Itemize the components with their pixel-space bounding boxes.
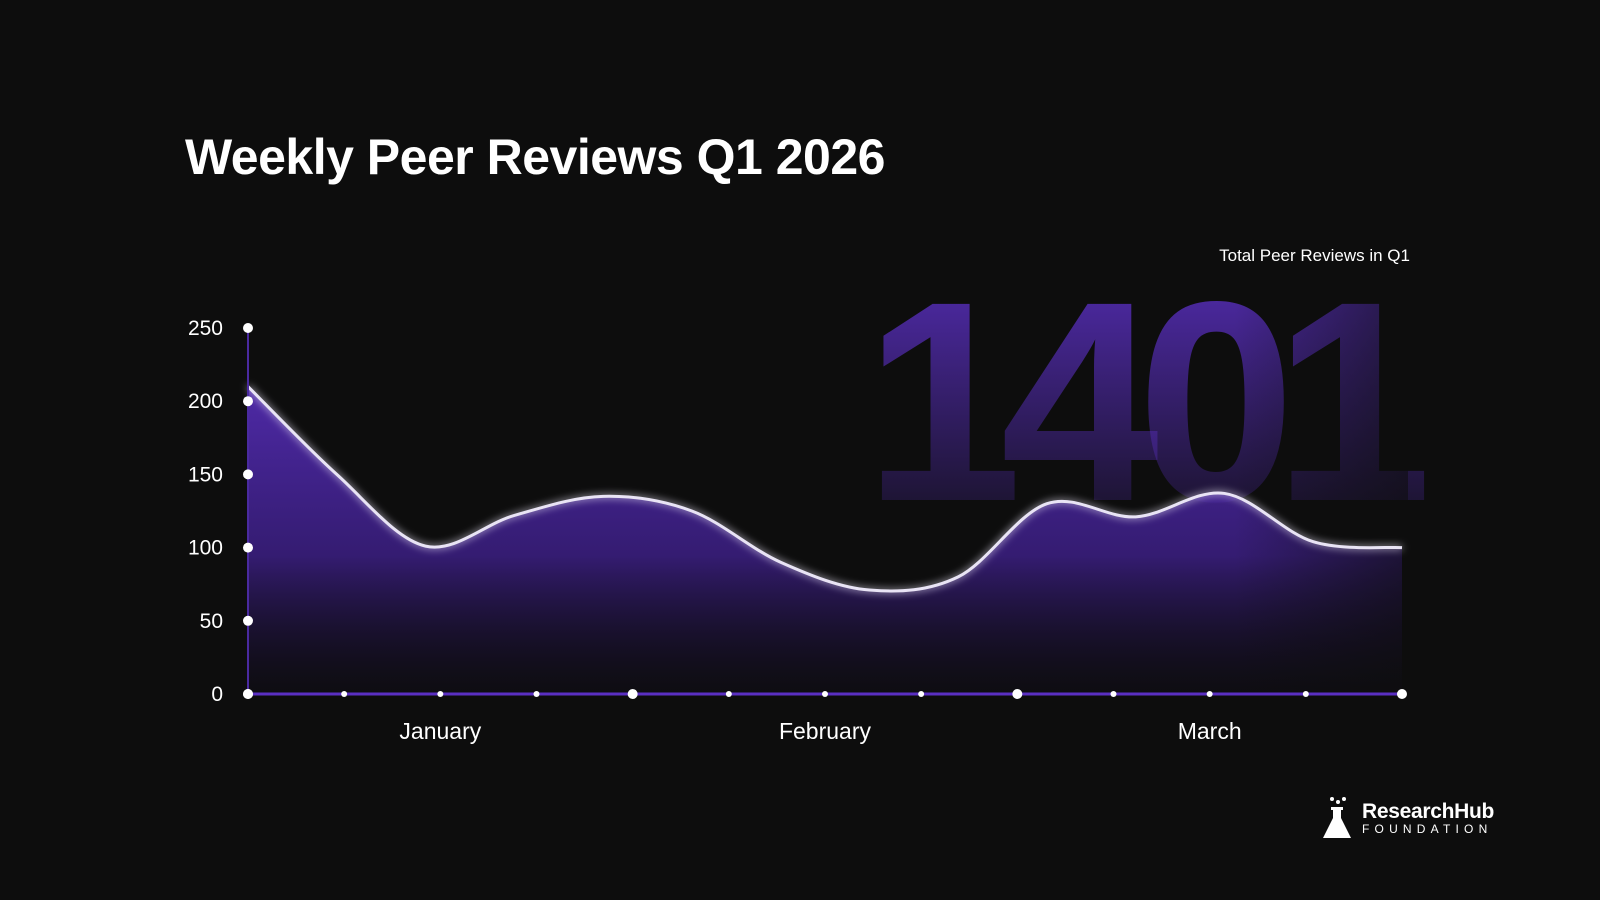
- y-tick-dot: [243, 323, 253, 333]
- x-tick-dot: [243, 689, 253, 699]
- brand-logo: ResearchHub FOUNDATION: [1320, 796, 1494, 842]
- y-ticks: 0 50 100 150 200 250: [188, 317, 253, 706]
- x-tick-dot: [437, 691, 444, 697]
- brand-name: ResearchHub: [1362, 800, 1495, 823]
- flask-icon: [1323, 797, 1351, 838]
- y-tick-label: 250: [188, 317, 223, 340]
- area-edge-fade: [248, 300, 1408, 695]
- brand-subtitle: FOUNDATION: [1362, 822, 1493, 836]
- x-tick-label: March: [1178, 718, 1242, 744]
- y-tick-dot: [243, 615, 253, 626]
- y-tick-label: 200: [188, 390, 223, 413]
- y-tick-label: 50: [200, 610, 223, 633]
- y-tick-label: 150: [188, 463, 223, 486]
- month-labels: January February March: [399, 718, 1241, 744]
- x-tick-dot: [1206, 691, 1213, 697]
- x-tick-label: January: [399, 718, 481, 744]
- y-tick-dot: [243, 542, 253, 553]
- x-tick-dot: [822, 691, 828, 697]
- x-ticks: [243, 689, 1407, 699]
- x-tick-dot: [1397, 689, 1407, 699]
- x-tick-dot: [725, 691, 732, 697]
- y-tick-dot: [243, 396, 253, 407]
- chart-title: Weekly Peer Reviews Q1 2026: [185, 129, 885, 185]
- x-tick-dot: [1302, 691, 1309, 697]
- x-tick-dot: [533, 691, 540, 697]
- x-tick-dot: [341, 691, 348, 697]
- y-tick-label: 0: [211, 683, 223, 706]
- x-tick-dot: [627, 689, 638, 699]
- y-tick-dot: [243, 469, 253, 480]
- x-tick-dot: [1012, 689, 1023, 699]
- total-caption: Total Peer Reviews in Q1: [1219, 246, 1410, 265]
- brand-text: ResearchHub FOUNDATION: [1362, 800, 1495, 836]
- x-tick-dot: [918, 691, 925, 697]
- x-tick-label: February: [779, 718, 872, 744]
- y-tick-label: 100: [188, 537, 223, 560]
- series-line: [246, 385, 1403, 593]
- x-tick-dot: [1110, 691, 1117, 697]
